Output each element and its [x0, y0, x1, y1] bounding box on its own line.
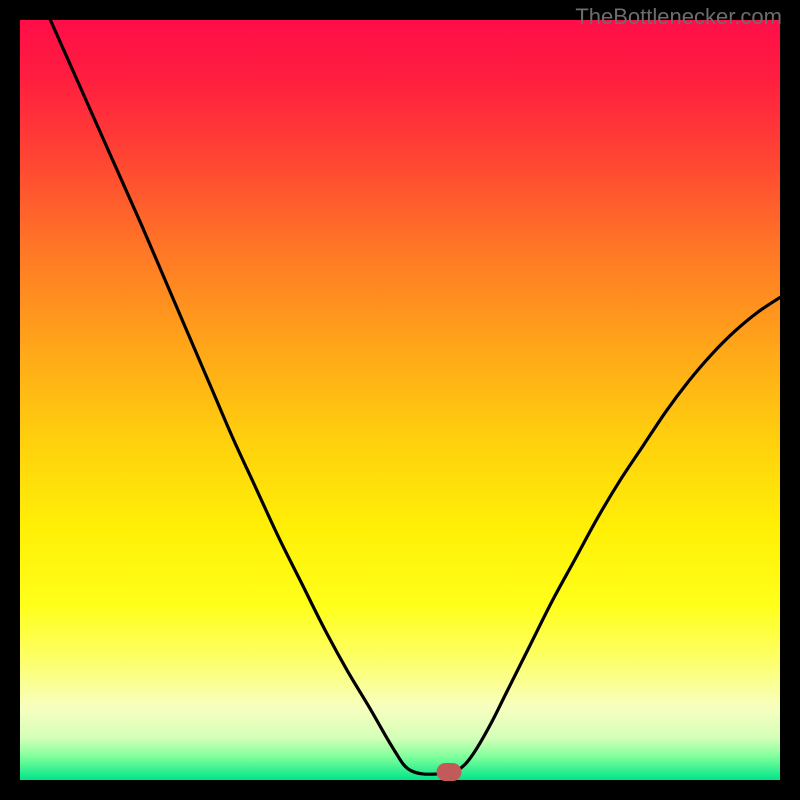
chart-canvas: TheBottlenecker.com	[0, 0, 800, 800]
plot-background	[20, 20, 780, 780]
optimal-marker	[437, 763, 462, 781]
bottleneck-chart-svg	[0, 0, 800, 800]
watermark-text: TheBottlenecker.com	[575, 4, 782, 30]
